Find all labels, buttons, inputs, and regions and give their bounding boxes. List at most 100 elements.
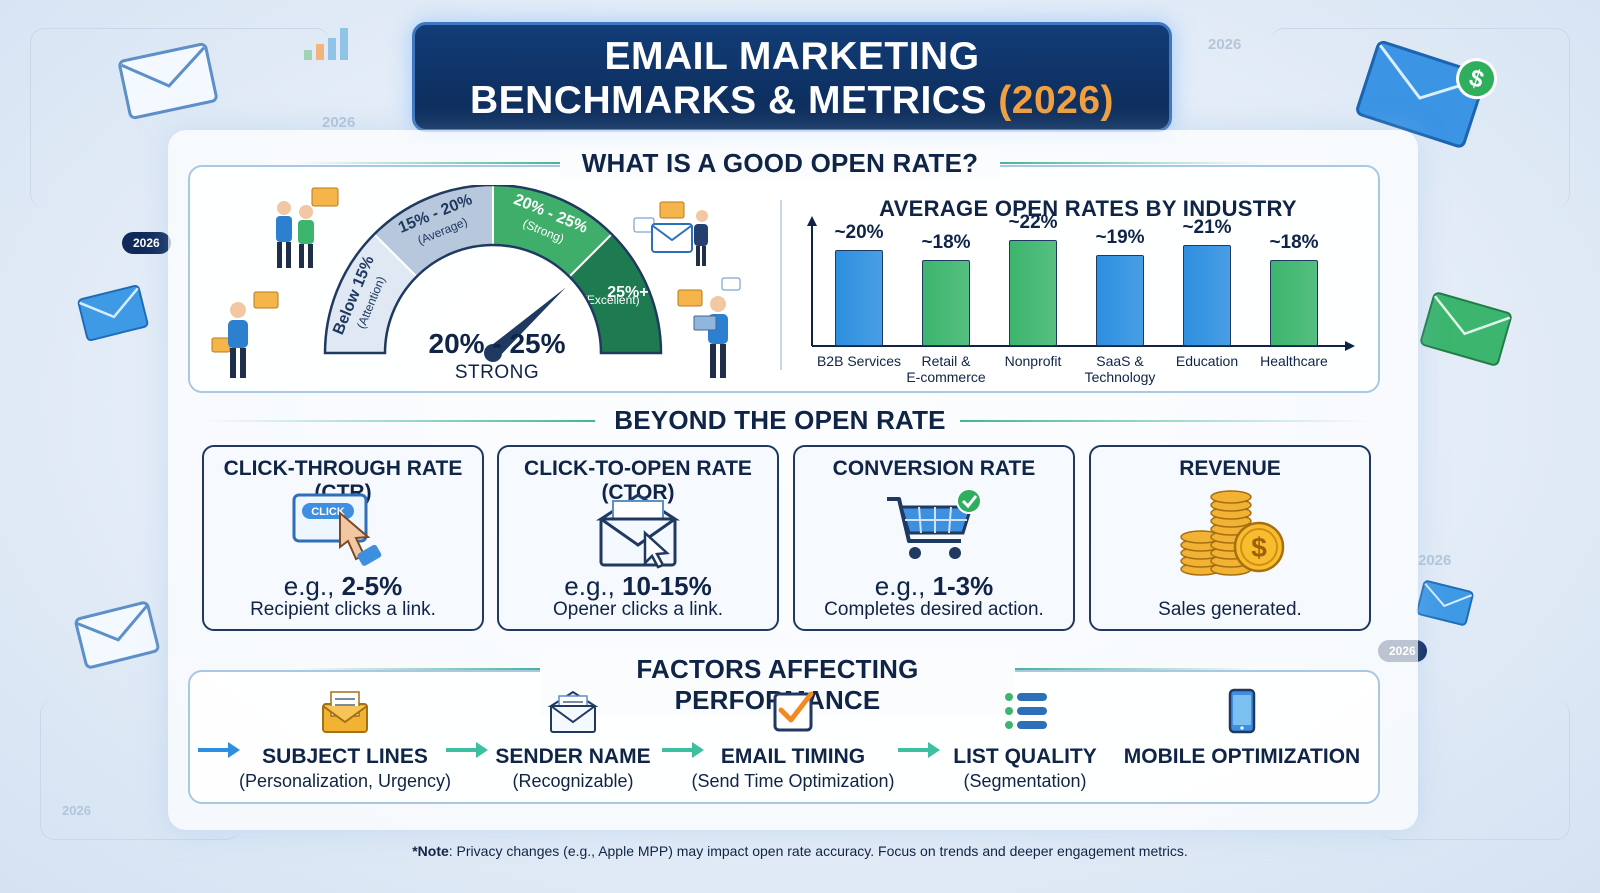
factor-sub: (Send Time Optimization) <box>691 771 895 791</box>
background-frame-left <box>30 28 330 208</box>
open-envelope-cursor-icon <box>595 493 681 569</box>
background-frame-bottom-left <box>40 700 240 840</box>
factor-email-timing: EMAIL TIMING (Send Time Optimization) <box>683 688 903 792</box>
chart-category-label: B2B Services <box>809 353 909 369</box>
page-title-line1: EMAIL MARKETING <box>604 35 980 78</box>
heading-rule <box>300 162 560 164</box>
chart-category-label-line: Nonprofit <box>1004 353 1062 369</box>
heading-rule <box>960 420 1370 422</box>
chart-bar <box>1096 254 1144 346</box>
checkbox-icon <box>773 691 814 732</box>
factor-name: LIST QUALITY <box>953 745 1097 768</box>
chart-title: AVERAGE OPEN RATES BY INDUSTRY <box>879 196 1297 221</box>
person-illustration <box>211 291 279 378</box>
gauge-segment-note: (Excellent) <box>583 293 640 307</box>
chart-bar <box>1009 240 1057 346</box>
gauge-outline <box>323 185 663 355</box>
click-icon: CLICK <box>292 493 382 566</box>
metric-card-example: e.g., 2-5% <box>204 571 482 602</box>
metric-card-desc: Completes desired action. <box>824 599 1044 620</box>
arrow-right-icon <box>898 742 940 758</box>
chart-bar <box>835 250 883 346</box>
metric-card-title: REVENUE <box>1179 457 1281 480</box>
coin-symbol: $ <box>1251 532 1267 563</box>
example-prefix: e.g., <box>874 571 926 601</box>
envelope-icon <box>1416 580 1474 626</box>
chart-category-label: Nonprofit <box>983 353 1083 369</box>
chart-data-label: ~18% <box>921 231 971 253</box>
footnote-label: *Note <box>412 843 449 859</box>
heading-rule <box>1000 162 1260 164</box>
beyond-heading: BEYOND THE OPEN RATE <box>614 405 946 435</box>
chart-category-label-line: Healthcare <box>1260 353 1328 369</box>
chart-category-label: Healthcare <box>1244 353 1344 369</box>
metric-card-desc: Sales generated. <box>1158 599 1302 620</box>
metric-card-revenue: REVENUE $ Sales generated. <box>1089 445 1371 631</box>
chart-category-label-line: B2B Services <box>816 353 902 369</box>
background-year-label: 2026 <box>322 114 356 131</box>
envelope-icon <box>74 601 160 669</box>
metric-card-title: CLICK-TO-OPEN RATE (CTOR) <box>524 457 752 504</box>
gauge-hub <box>484 344 502 362</box>
factor-name: EMAIL TIMING <box>720 745 866 768</box>
factor-sub: (Recognizable) <box>512 771 634 791</box>
example-prefix: e.g., <box>564 571 615 601</box>
example-value: 2-5% <box>341 571 403 601</box>
background-year-label: 2026 <box>62 803 91 818</box>
example-value: 1-3% <box>932 571 994 601</box>
background-frame-right <box>1270 28 1570 208</box>
chart-bar <box>1183 245 1231 346</box>
footnote: *Note: Privacy changes (e.g., Apple MPP)… <box>0 843 1600 859</box>
factor-sub: (Segmentation) <box>963 771 1087 791</box>
factor-list-quality: LIST QUALITY (Segmentation) <box>940 688 1110 792</box>
arrow-right-icon <box>446 742 488 758</box>
gauge-segment-range: 25%+ <box>607 284 648 301</box>
page-title-line2: BENCHMARKS & METRICS (2026) <box>415 79 1169 123</box>
chart-category-label: Education <box>1157 353 1257 369</box>
factor-sender-name: SENDER NAME (Recognizable) <box>478 688 668 792</box>
arrow-right-icon <box>662 742 704 758</box>
metric-card-example: e.g., 10-15% <box>499 571 777 602</box>
background-frame-bottom-right <box>1380 700 1570 840</box>
metric-card-ctr: CLICK-THROUGH RATE (CTR) CLICK e.g., 2-5… <box>202 445 484 631</box>
chart-category-label-line: SaaS & <box>1096 353 1144 369</box>
list-icon <box>1005 693 1047 729</box>
page-title-year: (2026) <box>998 79 1115 122</box>
envelope-icon <box>547 690 599 733</box>
section-divider <box>780 200 782 370</box>
chart-data-label: ~21% <box>1182 217 1232 239</box>
gauge-current-label: STRONG <box>454 362 540 383</box>
person-laptop-illustration <box>677 277 741 378</box>
chart-data-label: ~18% <box>1269 231 1319 253</box>
year-badge: 2026 <box>122 232 171 254</box>
footnote-text: : Privacy changes (e.g., Apple MPP) may … <box>448 843 1188 859</box>
chart-category-label: Retail & E-commerce <box>896 353 996 385</box>
page-title-line2-text: BENCHMARKS & METRICS <box>469 79 987 122</box>
chart-category-label-line: Retail & <box>921 353 971 369</box>
chart-bar <box>1270 259 1318 346</box>
open-rate-gauge: Below 15%(Attention)15% - 20%(Average) 20… <box>323 185 663 362</box>
mini-bars-icon <box>304 28 348 60</box>
metric-card-ctor: CLICK-TO-OPEN RATE (CTOR) e.g., 10-15% O… <box>497 445 779 631</box>
chart-category-label: SaaS & Technology <box>1070 353 1170 385</box>
background-year-label: 2026 <box>1418 552 1452 569</box>
background-year-label: 2026 <box>1208 36 1242 53</box>
envelope-icon <box>118 42 218 120</box>
chart-data-label: ~22% <box>1008 212 1058 234</box>
factor-name: SUBJECT LINES <box>262 745 428 768</box>
factor-subject-lines: SUBJECT LINES (Personalization, Urgency) <box>225 688 465 792</box>
envelope-icon <box>1420 292 1512 366</box>
page-title: EMAIL MARKETING BENCHMARKS & METRICS (20… <box>412 22 1172 132</box>
chart-category-label-line: E-commerce <box>906 369 986 385</box>
chart-data-label: ~20% <box>834 222 884 243</box>
gauge-needle <box>488 287 566 359</box>
heading-rule <box>1015 668 1255 670</box>
envelope-icon <box>77 284 149 342</box>
example-value: 10-15% <box>622 571 712 601</box>
person-envelope-illustration <box>633 201 708 266</box>
metric-card-title: CONVERSION RATE <box>832 457 1036 480</box>
factor-name: SENDER NAME <box>495 745 651 768</box>
heading-rule <box>300 668 540 670</box>
metric-card-example: e.g., 1-3% <box>795 571 1073 602</box>
heading-rule <box>205 420 595 422</box>
